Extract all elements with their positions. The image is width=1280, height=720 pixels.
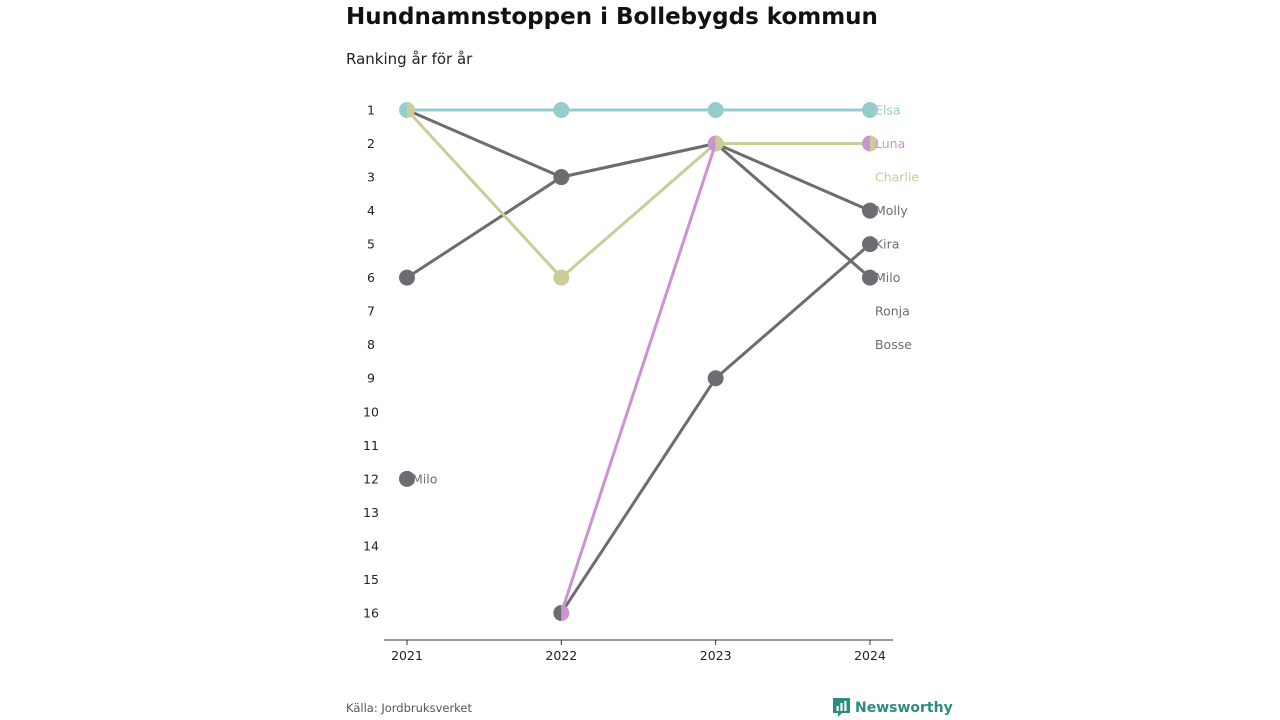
y-tick-label: 5 [367, 237, 375, 252]
x-tick-label: 2022 [545, 648, 577, 663]
bar-chart-logo-icon [833, 698, 850, 717]
point-elsa-2023 [707, 102, 724, 118]
point-half-left-2022 [553, 604, 562, 621]
x-tick-label: 2021 [391, 648, 423, 663]
point-half-left-2021 [399, 102, 407, 118]
end-label-bosse: Bosse [875, 337, 912, 352]
point-milo-2024 [861, 269, 878, 286]
y-tick-label: 10 [363, 404, 379, 419]
end-label-milo: Milo [875, 270, 900, 285]
point-milo-2021 [399, 470, 415, 487]
point-kira-2023 [707, 370, 724, 387]
x-tick-label: 2024 [854, 648, 886, 663]
series-line-ronja [405, 175, 563, 280]
series-line-ronja [559, 142, 718, 179]
point-charlie-2022 [553, 269, 570, 286]
chart-subtitle: Ranking år för år [346, 50, 473, 68]
point-elsa-2022 [553, 102, 570, 118]
y-tick-label: 3 [367, 170, 375, 185]
end-label-molly: Molly [875, 203, 908, 218]
series-line-kira [559, 376, 718, 615]
point-half-right-2021 [407, 102, 415, 118]
y-tick-label: 9 [367, 371, 375, 386]
y-tick-label: 12 [363, 471, 379, 486]
point-molly-2024 [861, 202, 878, 219]
series-line-charlie [405, 108, 563, 280]
y-tick-label: 6 [367, 270, 375, 285]
end-label-charlie: Charlie [875, 170, 919, 185]
y-tick-label: 4 [367, 203, 375, 218]
series-line-milo [714, 142, 872, 280]
source-note: Källa: Jordbruksverket [346, 701, 473, 715]
end-label-elsa: Elsa [875, 103, 901, 118]
brand-name: Newsworthy [855, 699, 953, 716]
point-ronja-2021 [399, 269, 415, 286]
chart-title: Hundnamnstoppen i Bollebygds kommun [346, 4, 878, 30]
series-points [399, 102, 878, 621]
y-tick-label: 13 [363, 505, 379, 520]
series-line-kira [714, 242, 872, 380]
point-half-left-2023 [707, 135, 716, 152]
point-half-right-2022 [561, 604, 570, 621]
y-tick-label: 15 [363, 572, 379, 587]
y-tick-label: 16 [363, 605, 379, 620]
point-half-right-2023 [715, 135, 724, 152]
y-tick-label: 7 [367, 304, 375, 319]
brand-logo: Newsworthy [833, 698, 953, 717]
point-ronja-2022 [553, 169, 570, 186]
y-tick-label: 8 [367, 337, 375, 352]
end-label-luna: Luna [875, 136, 905, 151]
point-kira-2024 [861, 236, 878, 253]
x-tick-label: 2023 [700, 648, 732, 663]
end-label-ronja: Ronja [875, 304, 910, 319]
series-line-luna [559, 142, 718, 615]
x-axis-ticks: 2021 2022 2023 2024 [391, 640, 886, 663]
y-tick-label: 1 [367, 103, 375, 118]
y-tick-label: 11 [363, 438, 379, 453]
y-tick-label: 14 [363, 538, 379, 553]
end-label-kira: Kira [875, 237, 899, 252]
series-line-molly [714, 142, 872, 213]
point-half-right-2024 [869, 135, 878, 152]
series-line-charlie [559, 142, 718, 280]
y-tick-label: 2 [367, 136, 375, 151]
series-lines [405, 108, 872, 615]
point-half-left-2024 [861, 135, 870, 152]
series-line-molly [405, 108, 563, 179]
point-elsa-2024 [861, 102, 878, 118]
series-end-labels: Elsa Luna Charlie Molly Kira Milo Ronja Bosse Mi… [412, 103, 919, 487]
annotation-label-milo: Milo [412, 471, 437, 486]
